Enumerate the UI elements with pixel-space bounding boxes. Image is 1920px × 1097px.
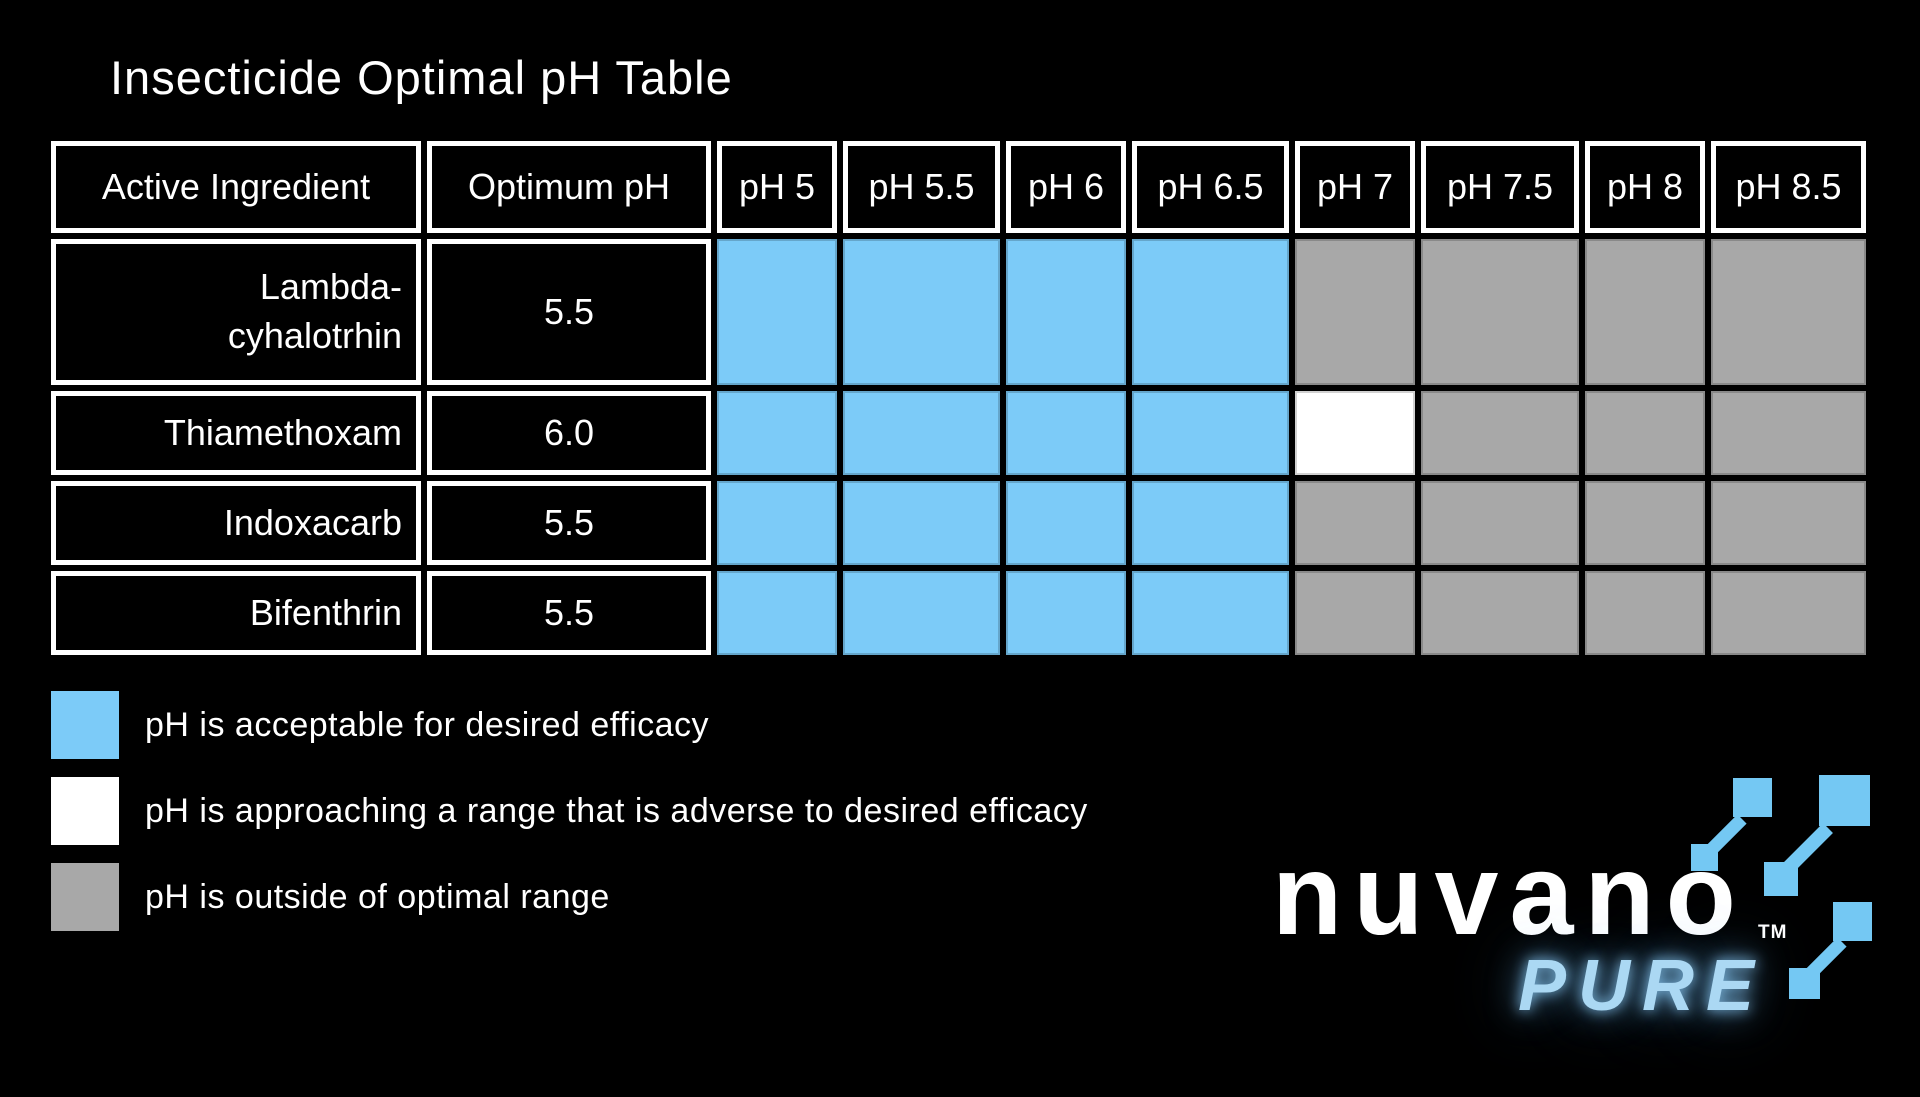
ph-status-cell-acceptable (717, 391, 837, 475)
ph-status-cell-acceptable (843, 239, 1000, 385)
ph-status-cell-outside (1711, 391, 1866, 475)
ph-status-cell-acceptable (843, 481, 1000, 565)
column-header-ph-6: pH 6 (1006, 141, 1126, 233)
ph-status-cell-outside (1421, 481, 1579, 565)
ph-status-cell-approaching (1295, 391, 1415, 475)
ph-status-cell-outside (1421, 571, 1579, 655)
legend-label: pH is acceptable for desired efficacy (145, 705, 710, 744)
ph-status-cell-acceptable (1132, 481, 1289, 565)
ph-status-cell-outside (1711, 239, 1866, 385)
ph-status-cell-acceptable (1132, 571, 1289, 655)
ph-status-cell-acceptable (1132, 391, 1289, 475)
column-header-ph-5.5: pH 5.5 (843, 141, 1000, 233)
ingredient-label: Lambda- cyhalotrhin (51, 239, 421, 385)
ingredient-label: Thiamethoxam (51, 391, 421, 475)
ph-status-cell-outside (1421, 239, 1579, 385)
logo-mark-icon (1691, 775, 1872, 999)
ph-status-cell-acceptable (717, 481, 837, 565)
legend-label: pH is outside of optimal range (145, 877, 610, 916)
ph-status-cell-acceptable (717, 571, 837, 655)
ingredient-label: Indoxacarb (51, 481, 421, 565)
legend-item: pH is acceptable for desired efficacy (51, 691, 1088, 759)
ph-status-cell-outside (1295, 571, 1415, 655)
trademark-symbol: TM (1758, 922, 1788, 943)
ph-status-cell-outside (1585, 481, 1705, 565)
ph-status-cell-acceptable (1006, 481, 1126, 565)
ph-status-cell-acceptable (843, 391, 1000, 475)
optimum-ph-value: 5.5 (427, 571, 711, 655)
ph-status-cell-outside (1295, 481, 1415, 565)
ph-status-cell-acceptable (717, 239, 837, 385)
ph-status-cell-outside (1585, 571, 1705, 655)
ph-status-cell-acceptable (1006, 239, 1126, 385)
column-header-ph-7.5: pH 7.5 (1421, 141, 1579, 233)
page-title: Insecticide Optimal pH Table (110, 51, 733, 104)
ph-table: Active Ingredient Optimum pH pH 5 pH 5.5 pH … (51, 141, 1866, 655)
column-header-ph-7: pH 7 (1295, 141, 1415, 233)
ph-status-cell-outside (1585, 391, 1705, 475)
column-header-active-ingredient: Active Ingredient (51, 141, 421, 233)
ph-status-cell-outside (1711, 571, 1866, 655)
ph-status-cell-outside (1295, 239, 1415, 385)
ph-status-cell-acceptable (1006, 571, 1126, 655)
brand-name: nuvano (1272, 831, 1747, 959)
ph-status-cell-acceptable (843, 571, 1000, 655)
legend-item: pH is outside of optimal range (51, 863, 1088, 931)
legend-label: pH is approaching a range that is advers… (145, 791, 1088, 830)
ph-status-cell-outside (1585, 239, 1705, 385)
optimum-ph-value: 5.5 (427, 481, 711, 565)
legend-swatch-acceptable (51, 691, 119, 759)
legend-swatch-approaching (51, 777, 119, 845)
legend-swatch-outside (51, 863, 119, 931)
optimum-ph-value: 6.0 (427, 391, 711, 475)
ph-status-cell-outside (1711, 481, 1866, 565)
sub-brand-name: PURE (1518, 946, 1767, 1026)
ph-status-cell-outside (1421, 391, 1579, 475)
column-header-ph-8.5: pH 8.5 (1711, 141, 1866, 233)
column-header-ph-5: pH 5 (717, 141, 837, 233)
legend-item: pH is approaching a range that is advers… (51, 777, 1088, 845)
column-header-ph-6.5: pH 6.5 (1132, 141, 1289, 233)
ingredient-label: Bifenthrin (51, 571, 421, 655)
ph-status-cell-acceptable (1006, 391, 1126, 475)
legend: pH is acceptable for desired efficacy pH … (51, 691, 1088, 949)
ph-status-cell-acceptable (1132, 239, 1289, 385)
column-header-ph-8: pH 8 (1585, 141, 1705, 233)
column-header-optimum-ph: Optimum pH (427, 141, 711, 233)
optimum-ph-value: 5.5 (427, 239, 711, 385)
